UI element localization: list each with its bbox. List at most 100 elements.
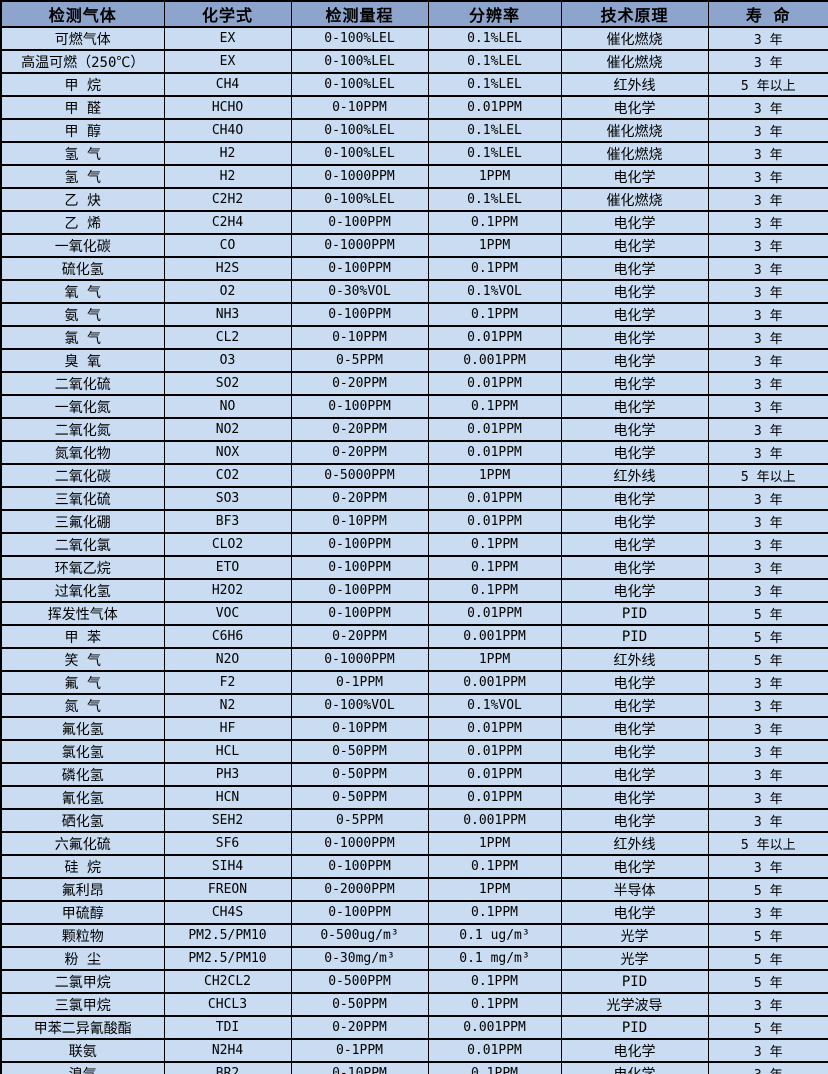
- cell: 0.001PPM: [427, 624, 562, 649]
- cell: 1PPM: [427, 463, 562, 488]
- cell: 5 年以上: [707, 72, 828, 97]
- cell: PID: [560, 601, 709, 626]
- cell: 3 年: [707, 118, 828, 143]
- cell: 0.001PPM: [427, 1015, 562, 1040]
- cell: SF6: [163, 831, 292, 856]
- cell: 电化学: [560, 555, 709, 580]
- cell: PM2.5/PM10: [163, 923, 292, 948]
- cell: 0-100PPM: [290, 578, 429, 603]
- cell: 二氧化碳: [0, 463, 165, 488]
- cell: 硫化氢: [0, 256, 165, 281]
- cell: 0.1%VOL: [427, 279, 562, 304]
- cell: 0.1%LEL: [427, 118, 562, 143]
- cell: 硒化氢: [0, 808, 165, 833]
- cell: 0-1000PPM: [290, 831, 429, 856]
- column-header: 技术原理: [560, 0, 709, 28]
- table-row: 氢 气 H2 0-1000PPM 1PPM 电化学 3 年: [0, 164, 828, 189]
- cell: 3 年: [707, 992, 828, 1017]
- table-row: 高温可燃（250℃） EX 0-100%LEL 0.1%LEL 催化燃烧 3 年: [0, 49, 828, 74]
- cell: 0.001PPM: [427, 808, 562, 833]
- cell: 0-50PPM: [290, 739, 429, 764]
- cell: 电化学: [560, 371, 709, 396]
- cell: PID: [560, 969, 709, 994]
- cell: 3 年: [707, 716, 828, 741]
- cell: 电化学: [560, 440, 709, 465]
- cell: C6H6: [163, 624, 292, 649]
- cell: 环氧乙烷: [0, 555, 165, 580]
- cell: 电化学: [560, 95, 709, 120]
- cell: 1PPM: [427, 233, 562, 258]
- cell: 硅 烷: [0, 854, 165, 879]
- cell: 氮氧化物: [0, 440, 165, 465]
- cell: 5 年: [707, 624, 828, 649]
- cell: 电化学: [560, 279, 709, 304]
- cell: 电化学: [560, 210, 709, 235]
- cell: 0-100PPM: [290, 256, 429, 281]
- cell: 0.01PPM: [427, 486, 562, 511]
- cell: 催化燃烧: [560, 49, 709, 74]
- cell: SO2: [163, 371, 292, 396]
- cell: 磷化氢: [0, 762, 165, 787]
- cell: BR2: [163, 1061, 292, 1074]
- cell: 0.1%LEL: [427, 187, 562, 212]
- cell: CH4: [163, 72, 292, 97]
- cell: 氟利昂: [0, 877, 165, 902]
- cell: H2: [163, 141, 292, 166]
- table-row: 氯化氢 HCL 0-50PPM 0.01PPM 电化学 3 年: [0, 739, 828, 764]
- table-row: 二氧化氮 NO2 0-20PPM 0.01PPM 电化学 3 年: [0, 417, 828, 442]
- table-row: 氟化氢 HF 0-10PPM 0.01PPM 电化学 3 年: [0, 716, 828, 741]
- cell: 0-10PPM: [290, 716, 429, 741]
- cell: 0-1000PPM: [290, 233, 429, 258]
- table-row: 氢 气 H2 0-100%LEL 0.1%LEL 催化燃烧 3 年: [0, 141, 828, 166]
- cell: 0.01PPM: [427, 325, 562, 350]
- cell: 电化学: [560, 739, 709, 764]
- cell: 电化学: [560, 509, 709, 534]
- table-row: 硫化氢 H2S 0-100PPM 0.1PPM 电化学 3 年: [0, 256, 828, 281]
- cell: 0.01PPM: [427, 762, 562, 787]
- cell: 电化学: [560, 578, 709, 603]
- cell: 0.1PPM: [427, 854, 562, 879]
- cell: 3 年: [707, 486, 828, 511]
- cell: CL2: [163, 325, 292, 350]
- cell: 0.001PPM: [427, 670, 562, 695]
- cell: 0-30%VOL: [290, 279, 429, 304]
- cell: 3 年: [707, 49, 828, 74]
- cell: 0-2000PPM: [290, 877, 429, 902]
- table-row: 二氧化硫 SO2 0-20PPM 0.01PPM 电化学 3 年: [0, 371, 828, 396]
- cell: C2H4: [163, 210, 292, 235]
- cell: 1PPM: [427, 877, 562, 902]
- cell: 0.1 mg/m³: [427, 946, 562, 971]
- cell: 电化学: [560, 670, 709, 695]
- cell: 0-100%LEL: [290, 187, 429, 212]
- cell: 乙 烯: [0, 210, 165, 235]
- cell: 0-50PPM: [290, 785, 429, 810]
- cell: 0.1PPM: [427, 578, 562, 603]
- cell: SIH4: [163, 854, 292, 879]
- cell: 一氧化碳: [0, 233, 165, 258]
- table-row: 三氟化硼 BF3 0-10PPM 0.01PPM 电化学 3 年: [0, 509, 828, 534]
- cell: BF3: [163, 509, 292, 534]
- cell: 0-5PPM: [290, 808, 429, 833]
- cell: 0-100%VOL: [290, 693, 429, 718]
- table-body: 可燃气体 EX 0-100%LEL 0.1%LEL 催化燃烧 3 年高温可燃（250℃） E…: [0, 26, 828, 1074]
- cell: SEH2: [163, 808, 292, 833]
- cell: 红外线: [560, 72, 709, 97]
- cell: 0.01PPM: [427, 95, 562, 120]
- table-row: 联氨 N2H4 0-1PPM 0.01PPM 电化学 3 年: [0, 1038, 828, 1063]
- cell: 氨 气: [0, 302, 165, 327]
- cell: 0-100PPM: [290, 601, 429, 626]
- cell: 0-10PPM: [290, 325, 429, 350]
- cell: HCL: [163, 739, 292, 764]
- cell: 氢 气: [0, 164, 165, 189]
- cell: 3 年: [707, 785, 828, 810]
- table-row: 磷化氢 PH3 0-50PPM 0.01PPM 电化学 3 年: [0, 762, 828, 787]
- cell: 0.001PPM: [427, 348, 562, 373]
- cell: 0-10PPM: [290, 1061, 429, 1074]
- cell: O3: [163, 348, 292, 373]
- cell: 3 年: [707, 164, 828, 189]
- cell: 粉 尘: [0, 946, 165, 971]
- cell: 3 年: [707, 509, 828, 534]
- cell: 3 年: [707, 808, 828, 833]
- cell: HCN: [163, 785, 292, 810]
